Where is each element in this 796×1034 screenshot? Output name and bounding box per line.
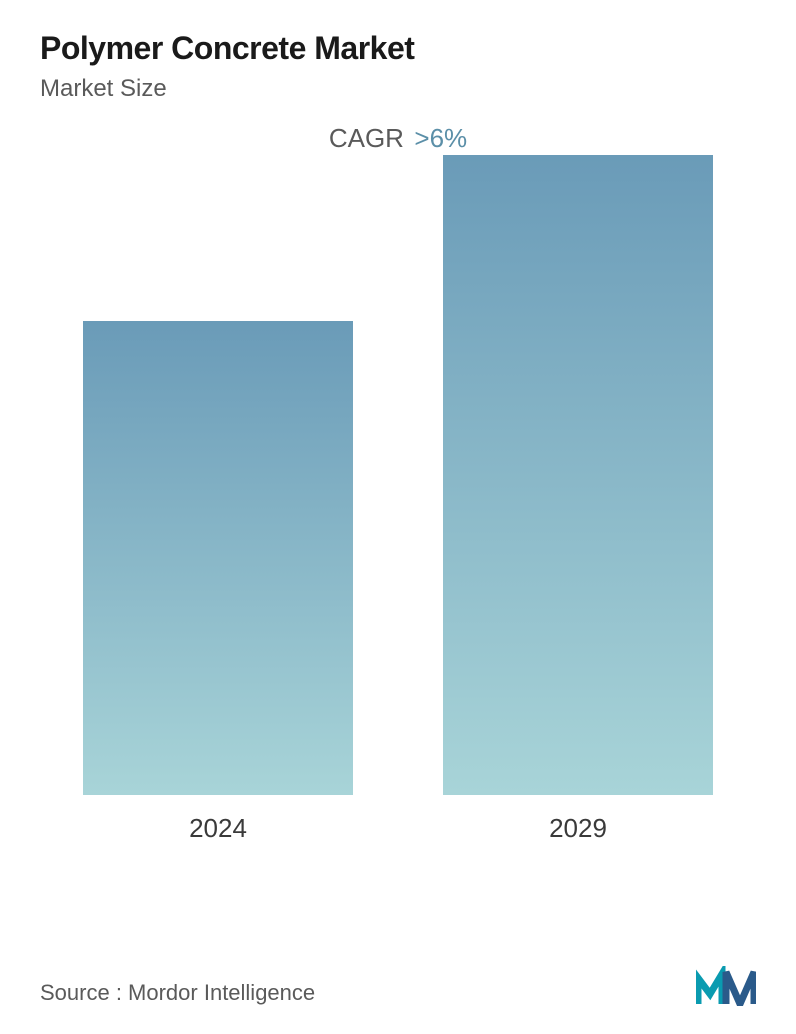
bar-group-1: 2029 bbox=[443, 155, 713, 844]
chart-subtitle: Market Size bbox=[40, 75, 756, 103]
chart-area: 2024 2029 bbox=[40, 204, 756, 884]
bars-wrapper: 2024 2029 bbox=[40, 204, 756, 844]
bar-0 bbox=[83, 321, 353, 795]
cagr-indicator: CAGR >6% bbox=[40, 123, 756, 154]
bar-label-1: 2029 bbox=[549, 813, 607, 844]
bar-1 bbox=[443, 155, 713, 795]
mordor-logo-icon bbox=[696, 966, 756, 1006]
bar-label-0: 2024 bbox=[189, 813, 247, 844]
chart-title: Polymer Concrete Market bbox=[40, 30, 756, 67]
footer: Source : Mordor Intelligence bbox=[40, 966, 756, 1006]
bar-group-0: 2024 bbox=[83, 321, 353, 844]
source-attribution: Source : Mordor Intelligence bbox=[40, 980, 315, 1006]
cagr-value: >6% bbox=[414, 123, 467, 153]
chart-container: Polymer Concrete Market Market Size CAGR… bbox=[0, 0, 796, 1034]
cagr-label: CAGR bbox=[329, 123, 404, 153]
